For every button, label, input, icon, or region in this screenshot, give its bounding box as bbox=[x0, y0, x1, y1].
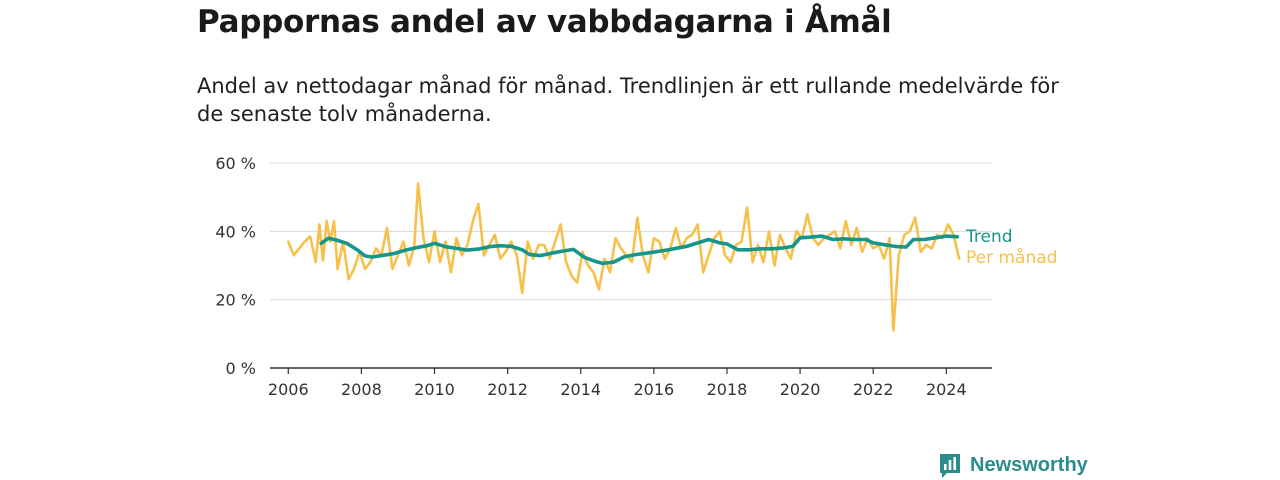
y-tick-label: 40 % bbox=[215, 222, 256, 241]
trend-line bbox=[319, 234, 960, 266]
line-chart: 0 % 20 % 40 % 60 % 2006 2008 2010 2012 2014 2016… bbox=[215, 154, 1057, 399]
x-tick-label: 2018 bbox=[707, 380, 748, 399]
x-tick-label: 2014 bbox=[560, 380, 601, 399]
x-tick-label: 2006 bbox=[268, 380, 309, 399]
chart-subtitle: Andel av nettodagar månad för månad. Tre… bbox=[197, 74, 1059, 126]
chart-title: Pappornas andel av vabbdagarna i Åmål bbox=[197, 4, 892, 40]
newsworthy-logo-icon bbox=[940, 453, 960, 478]
y-tick-label: 60 % bbox=[215, 154, 256, 173]
monthly-line bbox=[286, 182, 961, 332]
y-tick-label: 20 % bbox=[215, 291, 256, 310]
gridlines bbox=[270, 162, 992, 301]
x-tick-label: 2024 bbox=[926, 380, 967, 399]
x-tick-label: 2008 bbox=[341, 380, 382, 399]
x-axis: 2006 2008 2010 2012 2014 2016 2018 2020 2022 2024 bbox=[268, 367, 992, 399]
x-tick-label: 2010 bbox=[414, 380, 455, 399]
y-axis-ticks: 0 % 20 % 40 % 60 % bbox=[215, 154, 256, 378]
newsworthy-logo: Newsworthy bbox=[938, 450, 1088, 480]
series-lines bbox=[286, 182, 961, 332]
brand-name: Newsworthy bbox=[970, 453, 1088, 476]
x-tick-label: 2012 bbox=[487, 380, 528, 399]
series-label-monthly: Per månad bbox=[966, 247, 1057, 268]
x-tick-label: 2022 bbox=[853, 380, 894, 399]
x-tick-label: 2016 bbox=[633, 380, 674, 399]
y-tick-label: 0 % bbox=[226, 359, 256, 378]
x-tick-label: 2020 bbox=[780, 380, 821, 399]
series-label-trend: Trend bbox=[965, 227, 1013, 247]
